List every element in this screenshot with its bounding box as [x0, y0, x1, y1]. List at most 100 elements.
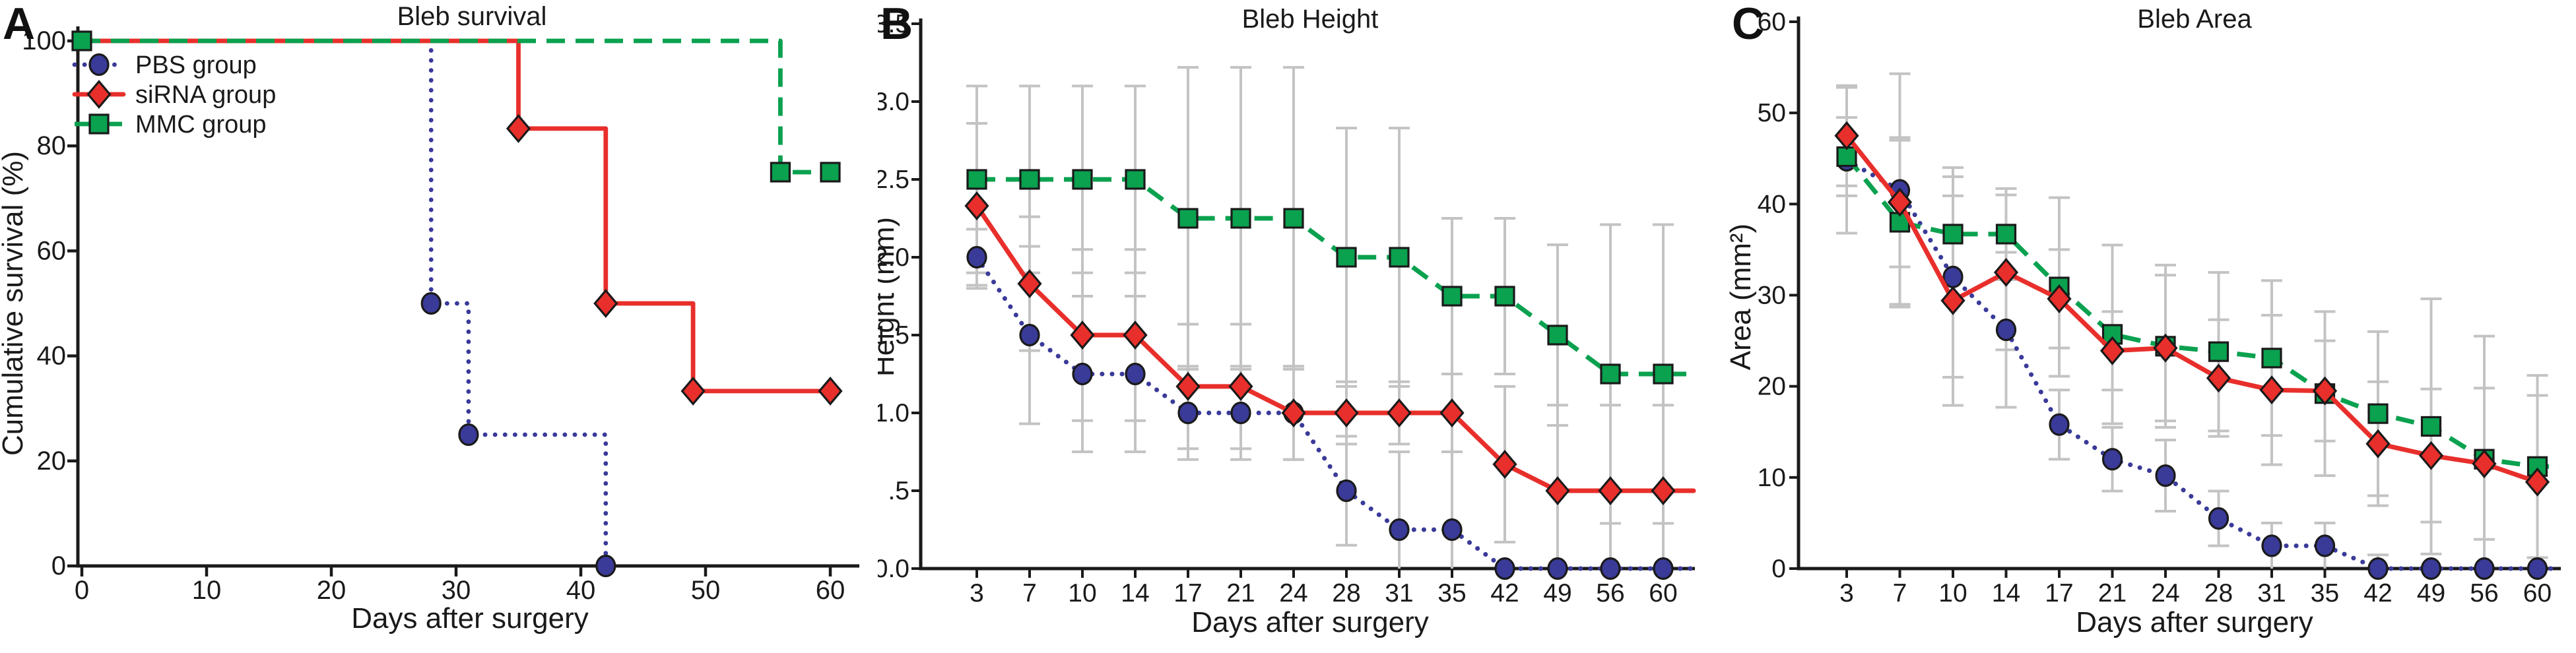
y-tick-label: 80 [37, 131, 67, 160]
diamond-marker [2047, 284, 2072, 314]
square-marker [1230, 208, 1251, 229]
x-tick-label: 20 [317, 576, 347, 605]
square-marker [1283, 208, 1304, 229]
square-marker [1494, 286, 1515, 307]
y-tick-label: 0.0 [878, 555, 909, 583]
x-tick-label: 10 [192, 576, 222, 605]
y-tick-label: 0 [1771, 555, 1786, 583]
diamond-marker [2099, 336, 2125, 365]
circle-marker [2261, 534, 2282, 557]
bleb-survival-chart: 0 10 20 30 40 50 60 0 20 40 60 80 100 Bleb survival Da… [0, 2, 859, 635]
legend-item-sirna-group: siRNA group [72, 80, 276, 109]
circle-marker [88, 53, 110, 77]
axes [67, 26, 859, 576]
circle-marker [1177, 401, 1199, 425]
diamond-marker [2472, 449, 2497, 479]
square-marker [1336, 247, 1357, 268]
series-sirna-group [1834, 121, 2550, 497]
x-tick-label: 0 [75, 576, 89, 605]
panel-letter-a: A [3, 0, 36, 49]
diamond-marker [1175, 371, 1201, 401]
x-tick-label: 3 [970, 579, 984, 607]
square-marker [2208, 341, 2229, 362]
diamond-marker [1123, 321, 1148, 350]
diamond-marker [2153, 333, 2178, 363]
square-marker [1653, 363, 1674, 385]
circle-marker [966, 245, 987, 269]
circle-marker [1494, 557, 1515, 580]
x-tick-label: 56 [1596, 579, 1624, 607]
tick-labels: 3 7 10 14 17 21 24 28 31 35 42 49 56 60 0.0 .5 1.0 1.5 2.0… [878, 10, 1678, 607]
x-tick-label: 14 [1992, 579, 2020, 607]
circle-marker [2474, 557, 2495, 580]
y-tick-label: 100 [22, 26, 66, 55]
diamond-marker [2525, 467, 2550, 497]
x-tick-label: 40 [566, 576, 596, 605]
square-marker [88, 113, 110, 135]
tick-labels: 0 10 20 30 40 50 60 0 20 40 60 80 100 [22, 26, 845, 605]
y-tick-label: 0 [51, 551, 66, 580]
square-marker [820, 162, 841, 183]
x-tick-label: 30 [442, 576, 471, 605]
square-marker [1019, 169, 1040, 190]
diamond-marker [1017, 269, 1042, 299]
square-marker [966, 169, 987, 190]
square-marker [2261, 348, 2282, 369]
y-tick-label: 40 [1758, 190, 1786, 218]
diamond-marker [1281, 398, 1306, 427]
y-tick-label: 2.0 [878, 243, 909, 272]
circle-marker [1072, 362, 1093, 386]
x-tick-label: 14 [1121, 579, 1149, 607]
x-tick-label: 21 [2098, 579, 2127, 607]
x-tick-label: 35 [1437, 579, 1466, 607]
series-mmc-group [966, 169, 1694, 385]
y-axis-label: Area (mm²) [1729, 224, 1757, 370]
x-tick-label: 28 [2204, 579, 2233, 607]
circle-marker [2367, 557, 2389, 580]
diamond-marker [86, 80, 112, 109]
circle-marker [1125, 362, 1146, 386]
legend-item-mmc-group: MMC group [75, 111, 267, 139]
y-tick-label: 3.0 [878, 88, 909, 116]
y-tick-label: 1.5 [878, 321, 909, 350]
series-mmc-group [71, 30, 841, 183]
x-tick-label: 7 [1022, 579, 1037, 607]
square-marker [1547, 325, 1568, 346]
circle-marker [1230, 401, 1251, 425]
y-tick-label: 10 [1758, 464, 1786, 492]
x-tick-label: 17 [2045, 579, 2073, 607]
square-marker [1942, 224, 1964, 245]
diamond-marker [1070, 321, 1095, 350]
x-tick-label: 17 [1173, 579, 1202, 607]
y-tick-label: 20 [1758, 373, 1786, 401]
diamond-marker [680, 376, 706, 406]
legend-label: siRNA group [135, 81, 276, 109]
circle-marker [420, 292, 442, 315]
x-axis-label: Days after surgery [2076, 606, 2313, 638]
circle-marker [595, 554, 616, 578]
y-tick-label: 30 [1758, 282, 1786, 310]
square-marker [770, 162, 791, 183]
circle-marker [1019, 323, 1040, 347]
y-axis-label: Cumulative survival (%) [0, 151, 29, 456]
circle-marker [1389, 518, 1410, 542]
circle-marker [2526, 557, 2548, 580]
tick-labels: 3 7 10 14 17 21 24 28 31 35 42 49 56 60 0 10 20 30 40 50 60 [1758, 8, 2552, 607]
y-tick-label: 20 [37, 447, 67, 476]
diamond-marker [506, 113, 531, 143]
x-tick-label: 50 [691, 576, 721, 605]
circle-marker [1995, 318, 2017, 342]
series-pbs-group [1836, 148, 2562, 580]
square-marker [1836, 146, 1857, 168]
x-axis-label: Days after surgery [351, 602, 588, 635]
x-tick-label: 42 [1490, 579, 1519, 607]
x-tick-label: 10 [1938, 579, 1967, 607]
y-tick-label: 1.0 [878, 399, 909, 427]
diamond-marker [964, 191, 989, 221]
x-tick-label: 28 [1332, 579, 1360, 607]
diamond-marker [1940, 286, 1965, 315]
y-tick-label: 50 [1758, 99, 1786, 127]
panel-c: 3 7 10 14 17 21 24 28 31 35 42 49 56 60 0 10 20 30 40 50 60 B… [1729, 0, 2576, 653]
x-tick-label: 42 [2363, 579, 2392, 607]
